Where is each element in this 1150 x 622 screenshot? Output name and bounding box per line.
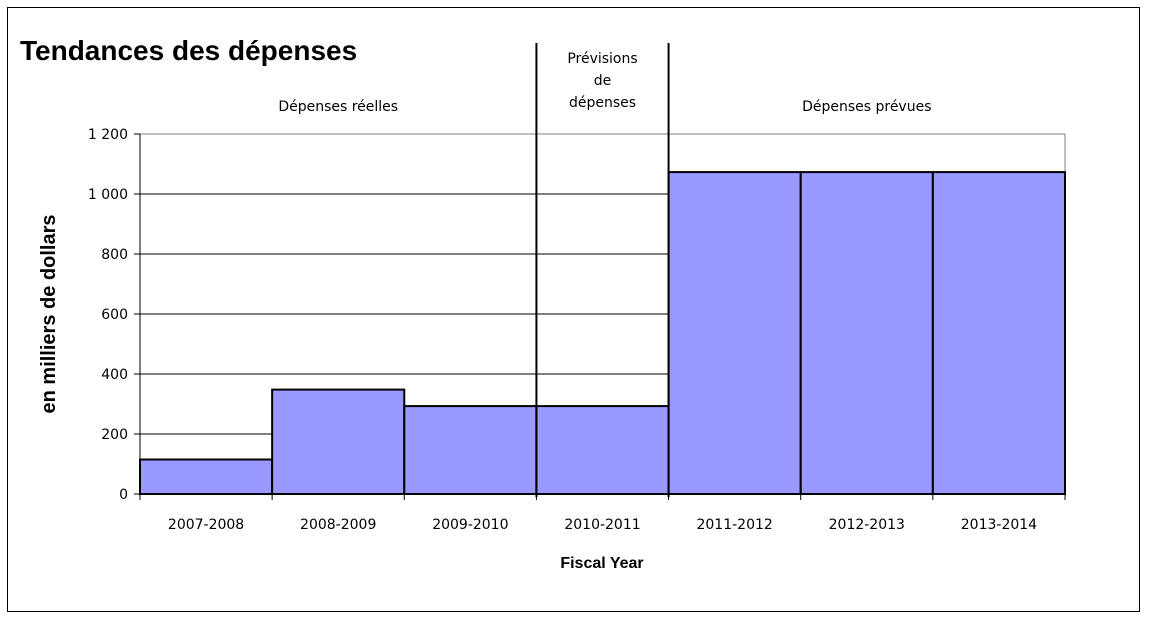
x-tick-label: 2012-2013	[829, 517, 905, 533]
bar	[799, 171, 934, 495]
bar	[403, 405, 538, 496]
chart-title: Tendances des dépenses	[20, 35, 357, 66]
y-tick-label: 200	[101, 427, 128, 443]
x-tick-label: 2010-2011	[564, 517, 640, 533]
section-label: de	[594, 73, 612, 89]
section-label: Dépenses prévues	[802, 99, 931, 115]
y-tick-label: 1 000	[88, 187, 128, 203]
section-label: dépenses	[569, 95, 636, 111]
x-tick-label: 2008-2009	[300, 517, 376, 533]
bars	[139, 171, 1066, 496]
section-label: Dépenses réelles	[278, 99, 398, 115]
y-tick-labels: 0 200 400 600 800 1 000 1 200	[88, 127, 128, 503]
x-tick-label: 2011-2012	[696, 517, 772, 533]
x-axis-title: Fiscal Year	[560, 555, 643, 572]
y-tick-label: 400	[101, 367, 128, 383]
y-tick-label: 0	[119, 487, 128, 503]
x-tick-label: 2013-2014	[961, 517, 1037, 533]
bar	[931, 171, 1066, 495]
y-tick-label: 1 200	[88, 127, 128, 143]
bar	[535, 405, 670, 496]
axes	[134, 133, 1066, 500]
x-tick-label: 2007-2008	[168, 517, 244, 533]
section-labels: Dépenses réelles Prévisions de dépenses Dépe…	[278, 51, 931, 115]
bar	[139, 458, 274, 495]
bar	[667, 171, 802, 495]
bar	[271, 388, 406, 496]
y-axis-title: en milliers de dollars	[38, 215, 60, 414]
y-tick-label: 800	[101, 247, 128, 263]
y-tick-label: 600	[101, 307, 128, 323]
x-tick-label: 2009-2010	[432, 517, 508, 533]
x-tick-labels: 2007-2008 2008-2009 2009-2010 2010-2011 2011…	[168, 517, 1037, 533]
section-label: Prévisions	[567, 51, 637, 67]
section-dividers	[535, 43, 670, 497]
